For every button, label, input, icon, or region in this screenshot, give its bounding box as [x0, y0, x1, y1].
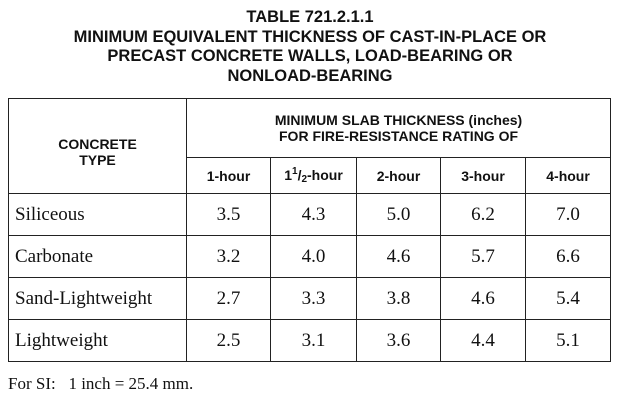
value-cell: 5.7	[440, 235, 526, 278]
si-footnote: For SI: 1 inch = 25.4 mm.	[8, 374, 194, 393]
value-cell: 4.6	[440, 277, 526, 320]
value-cell: 4.3	[270, 193, 357, 236]
value-cell: 4.4	[440, 319, 526, 362]
value-cell: 2.7	[186, 277, 271, 320]
table-title: TABLE 721.2.1.1 MINIMUM EQUIVALENT THICK…	[0, 8, 620, 86]
value-cell: 2.5	[186, 319, 271, 362]
value-cell: 3.5	[186, 193, 271, 236]
slab-thickness-header-line-2: FOR FIRE-RESISTANCE RATING OF	[279, 128, 519, 144]
value-cell: 3.2	[186, 235, 271, 278]
concrete-type-cell: Sand-Lightweight	[8, 277, 187, 320]
table-row: Siliceous 3.5 4.3 5.0 6.2 7.0	[8, 193, 612, 236]
rating-4-hour: 4-hour	[524, 157, 612, 194]
table-number: TABLE 721.2.1.1	[246, 8, 374, 26]
value-cell: 5.1	[524, 319, 612, 362]
rating-2-hour: 2-hour	[356, 157, 441, 194]
value-cell: 6.6	[524, 235, 612, 278]
value-cell: 3.6	[356, 319, 441, 362]
rating-3-hour: 3-hour	[440, 157, 526, 194]
rating-1-hour: 1-hour	[186, 157, 271, 194]
rating-1-5-hour: 11/2-hour	[270, 157, 357, 194]
header-row: CONCRETE TYPE MINIMUM SLAB THICKNESS (in…	[8, 98, 612, 194]
concrete-type-header-line-1: CONCRETE	[58, 136, 137, 152]
value-cell: 5.4	[524, 277, 612, 320]
value-cell: 3.3	[270, 277, 357, 320]
value-cell: 3.8	[356, 277, 441, 320]
concrete-type-cell: Carbonate	[8, 235, 187, 278]
concrete-type-header-line-2: TYPE	[79, 152, 116, 168]
value-cell: 7.0	[524, 193, 612, 236]
rating-header-row: 1-hour 11/2-hour 2-hour 3-hour 4-hour	[9, 157, 612, 194]
rating-1-5-slash: /	[297, 167, 302, 183]
rating-1-5-suffix: -hour	[307, 167, 343, 183]
value-cell: 3.1	[270, 319, 357, 362]
table-row: Sand-Lightweight 2.7 3.3 3.8 4.6 5.4	[8, 277, 612, 320]
slab-thickness-header: MINIMUM SLAB THICKNESS (inches) FOR FIRE…	[185, 98, 612, 158]
rating-1-5-whole: 1	[284, 167, 292, 183]
table-caption-line-2: PRECAST CONCRETE WALLS, LOAD-BEARING OR	[107, 47, 513, 65]
value-cell: 6.2	[440, 193, 526, 236]
concrete-type-header: CONCRETE TYPE	[8, 98, 187, 194]
table-caption-line-3: NONLOAD-BEARING	[227, 66, 393, 85]
concrete-type-cell: Siliceous	[8, 193, 187, 236]
rating-1-5-denominator: 2	[301, 174, 308, 185]
table-row: Lightweight 2.5 3.1 3.6 4.4 5.1	[8, 319, 612, 362]
rating-1-5-numerator: 1	[292, 166, 298, 177]
value-cell: 4.6	[356, 235, 441, 278]
slab-thickness-header-line-1: MINIMUM SLAB THICKNESS (inches)	[274, 112, 523, 128]
value-cell: 5.0	[356, 193, 441, 236]
concrete-type-cell: Lightweight	[8, 319, 187, 362]
value-cell: 4.0	[270, 235, 357, 278]
table-caption-line-1: MINIMUM EQUIVALENT THICKNESS OF CAST-IN-…	[73, 27, 547, 46]
table-row: Carbonate 3.2 4.0 4.6 5.7 6.6	[8, 235, 612, 278]
thickness-table: CONCRETE TYPE MINIMUM SLAB THICKNESS (in…	[8, 98, 612, 362]
